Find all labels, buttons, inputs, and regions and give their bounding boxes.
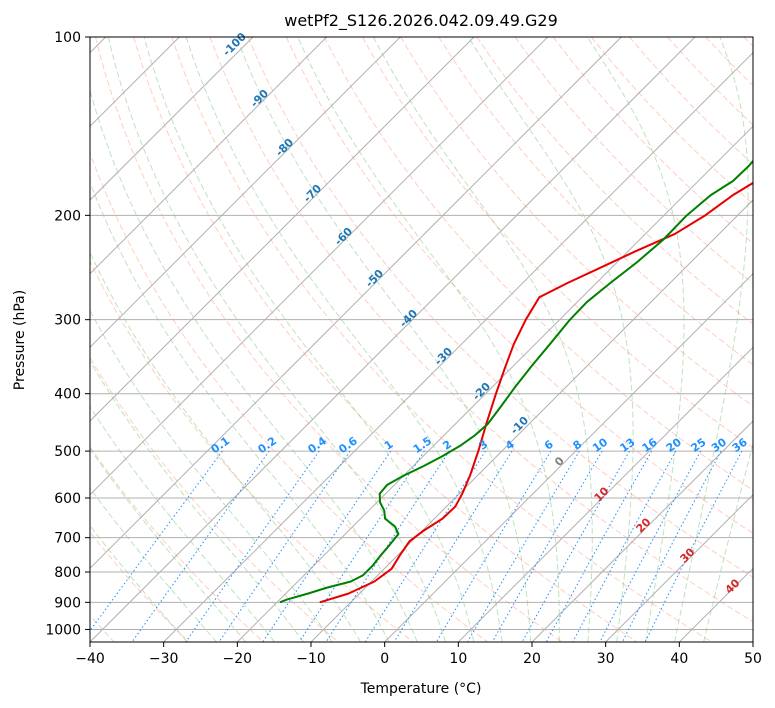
y-tick-label: 800 [54, 565, 81, 581]
moist-adiabat [586, 37, 685, 642]
dry-adiabat [438, 37, 753, 366]
dry-adiabat [90, 356, 339, 642]
moist-adiabat [674, 37, 749, 642]
plot-frame [89, 36, 754, 643]
isotherm [90, 37, 622, 570]
x-tick-label: −40 [75, 651, 105, 667]
dry-adiabat [362, 37, 753, 449]
dry-adiabat [90, 151, 488, 642]
moist-adiabat [90, 405, 276, 642]
mixing-ratio-line [467, 450, 580, 642]
mixing-ratio-line [435, 450, 552, 642]
y-tick-label: 1000 [45, 622, 81, 638]
mixing-ratio-line [185, 450, 320, 642]
isotherm [90, 37, 475, 422]
dewpoint-line [279, 159, 753, 604]
x-tick-label: 50 [744, 651, 762, 667]
isotherm [605, 493, 753, 642]
y-tick-label: 400 [54, 387, 81, 403]
dry-adiabat [400, 37, 753, 407]
moist-adiabat [372, 37, 593, 642]
y-tick-label: 200 [54, 208, 81, 224]
profile-lines [279, 159, 753, 604]
dry-adiabat [247, 37, 753, 578]
y-tick-label: 700 [54, 531, 81, 547]
dry-adiabat [285, 37, 753, 534]
moist-adiabat [90, 88, 418, 642]
moist-adiabat [90, 524, 188, 642]
mixing-ratio-line [262, 450, 392, 642]
x-tick-label: −30 [149, 651, 179, 667]
isotherm [310, 199, 753, 642]
x-tick-label: 40 [670, 651, 688, 667]
y-tick-label: 900 [54, 595, 81, 611]
isotherm [384, 272, 753, 642]
y-tick-label: 300 [54, 313, 81, 329]
isotherm [90, 37, 549, 496]
mixing-ratio-line [218, 450, 351, 642]
mixing-ratio-line [131, 450, 270, 642]
x-tick-label: 10 [449, 651, 467, 667]
moist-adiabat [107, 37, 447, 642]
moist-adiabat [143, 37, 475, 642]
background-lines [90, 37, 753, 642]
moist-adiabat [297, 37, 560, 642]
y-tick-label: 500 [54, 444, 81, 460]
dry-adiabat [95, 37, 563, 642]
x-tick-label: −10 [296, 651, 326, 667]
mixing-ratio-line [621, 450, 722, 642]
x-tick-label: 0 [380, 651, 389, 667]
isotherm [90, 37, 328, 275]
mixing-ratio-line [599, 450, 701, 642]
mixing-ratio-line [521, 450, 630, 642]
moist-adiabat [90, 360, 304, 642]
mixing-ratio-line [644, 450, 743, 642]
y-tick-label: 600 [54, 491, 81, 507]
moist-adiabat [90, 447, 247, 642]
isotherm [90, 37, 401, 349]
moist-adiabat [90, 181, 390, 642]
isotherm [236, 125, 753, 642]
mixing-ratio-line [325, 450, 450, 642]
moist-adiabat [90, 487, 217, 642]
moist-adiabat [185, 37, 503, 642]
axis-ticks: −40 −30 −20 −10 0 10 20 30 40 50 100 200 300 400 500 60… [45, 30, 762, 667]
x-axis-label: Temperature (°C) [360, 681, 482, 697]
x-tick-label: 20 [523, 651, 541, 667]
dry-adiabat [171, 37, 713, 642]
isotherm [531, 420, 753, 642]
x-tick-label: 30 [597, 651, 615, 667]
isotherm [90, 37, 696, 642]
mixing-ratio-line [298, 450, 425, 642]
chart-title: wetPf2_S126.2026.042.09.49.G29 [284, 11, 558, 31]
x-tick-label: −20 [223, 651, 253, 667]
y-tick-label: 100 [54, 30, 81, 46]
y-axis-label: Pressure (hPa) [12, 290, 28, 390]
isotherm [457, 346, 753, 642]
dry-adiabat [133, 37, 638, 642]
isotherm [90, 37, 254, 201]
dry-adiabat [323, 37, 753, 491]
dry-adiabat [90, 445, 264, 642]
dry-adiabat [209, 37, 753, 623]
temperature-line [319, 181, 753, 604]
isotherm [163, 51, 753, 642]
